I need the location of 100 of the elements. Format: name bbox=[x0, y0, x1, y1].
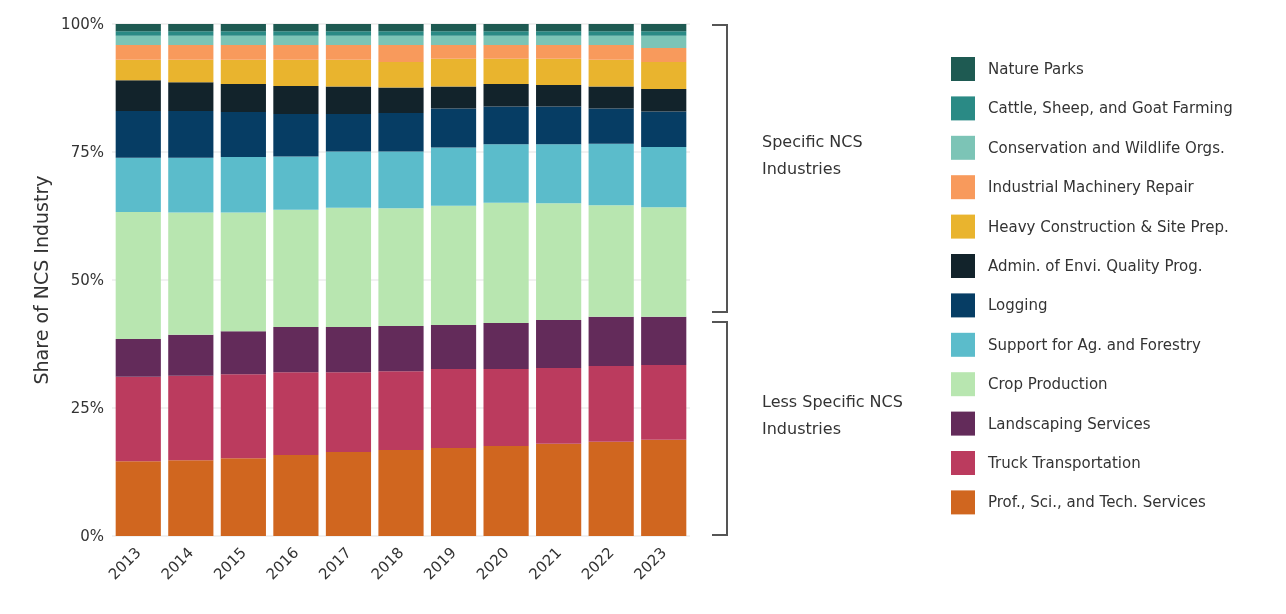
bar bbox=[588, 44, 634, 60]
bar bbox=[536, 44, 582, 59]
legend-label: Conservation and Wildlife Orgs. bbox=[988, 138, 1225, 157]
bar bbox=[430, 24, 477, 32]
bar bbox=[220, 59, 266, 84]
bar bbox=[115, 111, 161, 158]
bar bbox=[483, 369, 529, 446]
legend-label: Crop Production bbox=[988, 375, 1108, 394]
bar bbox=[588, 86, 634, 109]
bar bbox=[168, 111, 214, 158]
legend-label: Logging bbox=[988, 296, 1048, 315]
bar bbox=[430, 369, 477, 448]
bar bbox=[483, 58, 529, 84]
bar bbox=[325, 151, 372, 208]
bar bbox=[536, 203, 582, 320]
bar bbox=[430, 108, 477, 148]
bar bbox=[220, 44, 266, 60]
bar bbox=[588, 31, 634, 36]
legend-label: Cattle, Sheep, and Goat Farming bbox=[988, 99, 1233, 118]
bar bbox=[430, 147, 477, 206]
bar bbox=[483, 144, 529, 203]
bar bbox=[536, 319, 582, 369]
bar bbox=[325, 24, 372, 32]
bar bbox=[168, 460, 214, 536]
bar bbox=[483, 106, 529, 145]
bar bbox=[536, 443, 582, 536]
bar bbox=[115, 59, 161, 81]
bar bbox=[115, 24, 161, 32]
bar bbox=[641, 146, 687, 208]
bar bbox=[378, 326, 424, 372]
bar bbox=[378, 113, 424, 152]
bar bbox=[273, 31, 319, 36]
bar bbox=[378, 151, 424, 209]
text: Specific NCS Industries bbox=[762, 131, 864, 181]
bar bbox=[220, 374, 266, 459]
bar bbox=[273, 156, 319, 210]
bar bbox=[483, 445, 529, 536]
bar bbox=[483, 24, 529, 32]
bar bbox=[588, 366, 634, 442]
bar bbox=[378, 371, 424, 450]
bar bbox=[325, 114, 372, 152]
bar bbox=[588, 108, 634, 144]
y-tick-label: 0% bbox=[80, 527, 104, 545]
bar bbox=[220, 212, 266, 332]
bar bbox=[588, 35, 634, 45]
legend-label: Nature Parks bbox=[988, 60, 1085, 78]
bar bbox=[430, 205, 477, 326]
bar bbox=[588, 59, 634, 87]
bar bbox=[220, 458, 266, 536]
legend-label: Heavy Construction & Site Prep. bbox=[988, 217, 1229, 236]
bar bbox=[273, 209, 319, 328]
bar bbox=[325, 86, 372, 115]
bar bbox=[641, 61, 687, 90]
bar bbox=[220, 112, 266, 158]
bar bbox=[483, 323, 529, 370]
bar bbox=[536, 58, 582, 85]
bar bbox=[483, 31, 529, 36]
bar bbox=[378, 449, 424, 536]
bar bbox=[536, 144, 582, 204]
bar bbox=[430, 44, 477, 59]
bar bbox=[378, 24, 424, 32]
bar bbox=[325, 44, 372, 60]
bar bbox=[115, 157, 161, 212]
bar bbox=[641, 364, 687, 440]
bar bbox=[168, 334, 214, 376]
bar bbox=[641, 111, 687, 147]
bar bbox=[168, 35, 214, 45]
bar bbox=[273, 59, 319, 86]
bar bbox=[273, 85, 319, 115]
bar bbox=[378, 87, 424, 114]
bar bbox=[115, 35, 161, 45]
text: Less Specific NCS Industries bbox=[762, 391, 904, 441]
bar bbox=[273, 455, 319, 536]
bar bbox=[536, 106, 582, 145]
bar bbox=[115, 211, 161, 339]
bar bbox=[168, 82, 214, 112]
bar bbox=[168, 31, 214, 36]
y-tick-label: 25% bbox=[70, 399, 104, 417]
bar bbox=[115, 461, 161, 536]
bar bbox=[536, 368, 582, 444]
legend-label: Landscaping Services bbox=[988, 414, 1151, 433]
y-tick-label: 50% bbox=[70, 271, 104, 289]
bar bbox=[641, 439, 687, 536]
bar bbox=[641, 316, 687, 365]
legend-label: Truck Transportation bbox=[987, 454, 1141, 472]
bar bbox=[536, 31, 582, 36]
bar bbox=[588, 316, 634, 367]
bar bbox=[273, 44, 319, 60]
bar bbox=[168, 24, 214, 32]
bar bbox=[325, 372, 372, 453]
bar bbox=[588, 441, 634, 536]
bar bbox=[220, 24, 266, 32]
legend-label: Industrial Machinery Repair bbox=[988, 178, 1195, 197]
bar bbox=[588, 24, 634, 32]
legend-label: Support for Ag. and Forestry bbox=[988, 335, 1201, 354]
bar bbox=[168, 375, 214, 461]
bar bbox=[220, 157, 266, 213]
bar bbox=[325, 452, 372, 536]
bar bbox=[325, 35, 372, 45]
bar bbox=[483, 202, 529, 324]
